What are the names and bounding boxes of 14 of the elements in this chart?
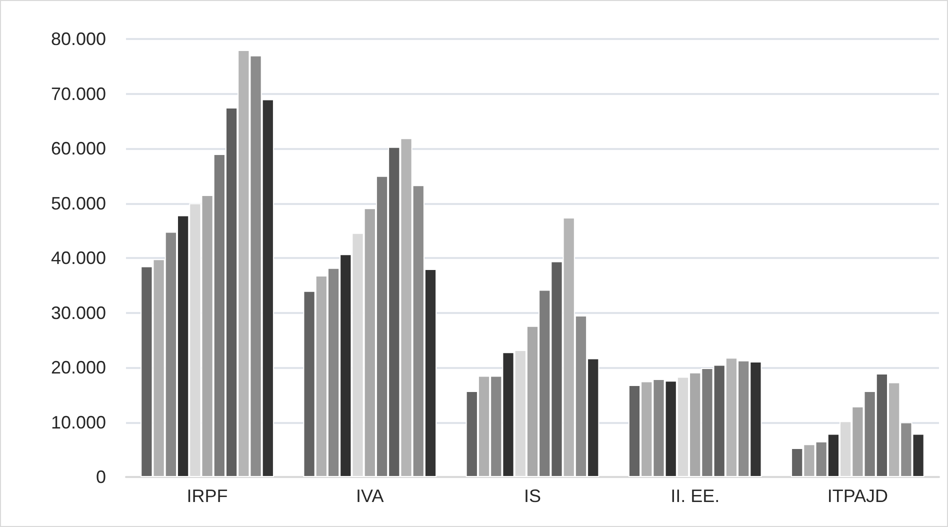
y-tick-label: 60.000 xyxy=(50,138,106,158)
y-tick-label: 30.000 xyxy=(50,302,106,323)
x-tick-label: IRPF xyxy=(186,486,228,506)
x-tick-label: IVA xyxy=(356,486,384,506)
y-tick-label: 50.000 xyxy=(50,193,106,214)
x-tick-label: IS xyxy=(524,486,542,506)
y-tick-label: 10.000 xyxy=(50,412,106,432)
y-tick-label: 40.000 xyxy=(50,248,106,268)
y-tick-label: 20.000 xyxy=(50,358,106,378)
y-tick-label: 70.000 xyxy=(50,84,106,104)
x-tick-label: ITPAJD xyxy=(827,486,888,506)
y-tick-label: 0 xyxy=(96,467,106,487)
y-tick-label: 80.000 xyxy=(50,29,106,49)
x-tick-label: II. EE. xyxy=(670,486,720,506)
